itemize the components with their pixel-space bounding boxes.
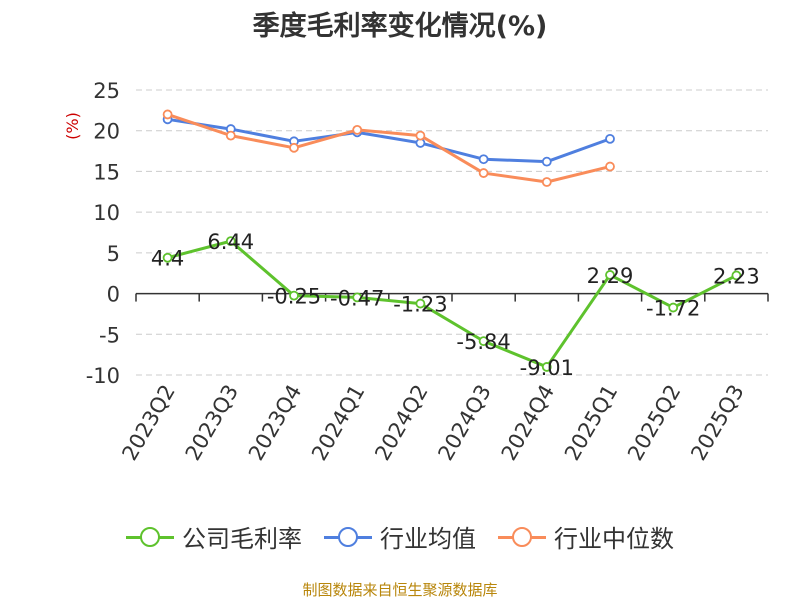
data-label-0: 4.4 (151, 247, 184, 271)
x-tick-label-7: 2025Q1 (560, 381, 622, 465)
y-tick-label-6: -5 (99, 323, 120, 347)
data-label-9: 2.23 (713, 264, 760, 288)
series-line-0 (167, 239, 738, 369)
x-tick-label-6: 2024Q4 (497, 381, 559, 465)
x-tick-label-1: 2023Q3 (181, 381, 243, 465)
data-label-4: -1.23 (393, 293, 447, 317)
series-0-point-9 (731, 270, 742, 281)
legend-swatch-industry-median (498, 526, 546, 547)
label-layer: 4.4 6.44 -0.25 -0.47 -1.23 -5.84 -9.01 2.29 -1.7… (151, 230, 760, 380)
series-2-point-1 (225, 130, 236, 141)
source-note: 制图数据来自恒生聚源数据库 (302, 581, 498, 599)
legend-swatch-industry-mean (324, 526, 372, 547)
series-2-point-5 (478, 168, 489, 178)
x-tick-label-9: 2025Q3 (686, 381, 748, 465)
series-2-point-6 (541, 177, 552, 187)
x-tick-label-2: 2023Q4 (244, 381, 306, 465)
series-2-point-7 (605, 161, 615, 172)
x-tick-label-0: 2023Q2 (117, 381, 179, 465)
y-tick-label-7: -10 (86, 364, 120, 388)
data-label-8: -1.72 (646, 297, 700, 321)
y-tick-label-0: 25 (93, 79, 120, 103)
data-label-2: -0.25 (267, 285, 321, 309)
series-0-point-1 (225, 236, 236, 247)
series-2-point-0 (162, 109, 173, 120)
series-0-point-5 (478, 336, 489, 347)
chart-title: 季度毛利率变化情况(%) (252, 11, 548, 42)
legend-item-industry-mean[interactable]: 行业均值 (324, 519, 476, 554)
legend-label-industry-mean: 行业均值 (380, 525, 476, 553)
y-tick-label-4: 5 (107, 242, 120, 266)
series-2-point-2 (289, 142, 299, 153)
legend-swatch-company (126, 526, 174, 547)
y-tick-label-3: 10 (93, 201, 120, 225)
legend-item-industry-median[interactable]: 行业中位数 (498, 519, 674, 554)
y-tick-label-2: 15 (93, 160, 120, 184)
series-0-point-4 (415, 298, 426, 309)
data-label-3: -0.47 (330, 286, 384, 310)
series-0-point-0 (162, 252, 173, 263)
x-tick-label-3: 2024Q1 (307, 381, 369, 465)
series-1-point-5 (478, 154, 489, 165)
series-line-1 (167, 117, 611, 164)
series-0-point-8 (668, 302, 679, 313)
x-tick-label-8: 2025Q2 (623, 381, 685, 465)
y-axis-label: (%) (63, 112, 82, 140)
series-line-2 (167, 113, 611, 184)
x-tick-label-4: 2024Q2 (370, 381, 432, 465)
legend: 公司毛利率 行业均值 行业中位数 (0, 519, 800, 554)
series-0-point-7 (605, 270, 615, 280)
series-0-point-6 (541, 362, 552, 372)
series-0-point-2 (289, 290, 299, 301)
series-1-point-6 (541, 156, 552, 167)
series-0-point-3 (352, 292, 363, 303)
data-label-5: -5.84 (456, 330, 510, 354)
data-label-1: 6.44 (207, 230, 254, 254)
x-tick-label-5: 2024Q3 (433, 380, 495, 464)
data-label-6: -9.01 (520, 356, 574, 380)
y-tick-label-1: 20 (93, 120, 120, 144)
series-layer (162, 109, 742, 372)
data-label-7: 2.29 (587, 264, 634, 288)
y-tick-label-5: 0 (107, 283, 120, 307)
legend-label-company: 公司毛利率 (182, 525, 302, 553)
legend-item-company[interactable]: 公司毛利率 (126, 519, 302, 554)
series-1-point-7 (605, 133, 615, 144)
series-2-point-3 (352, 124, 363, 135)
legend-label-industry-median: 行业中位数 (554, 525, 674, 553)
series-2-point-4 (415, 130, 426, 141)
